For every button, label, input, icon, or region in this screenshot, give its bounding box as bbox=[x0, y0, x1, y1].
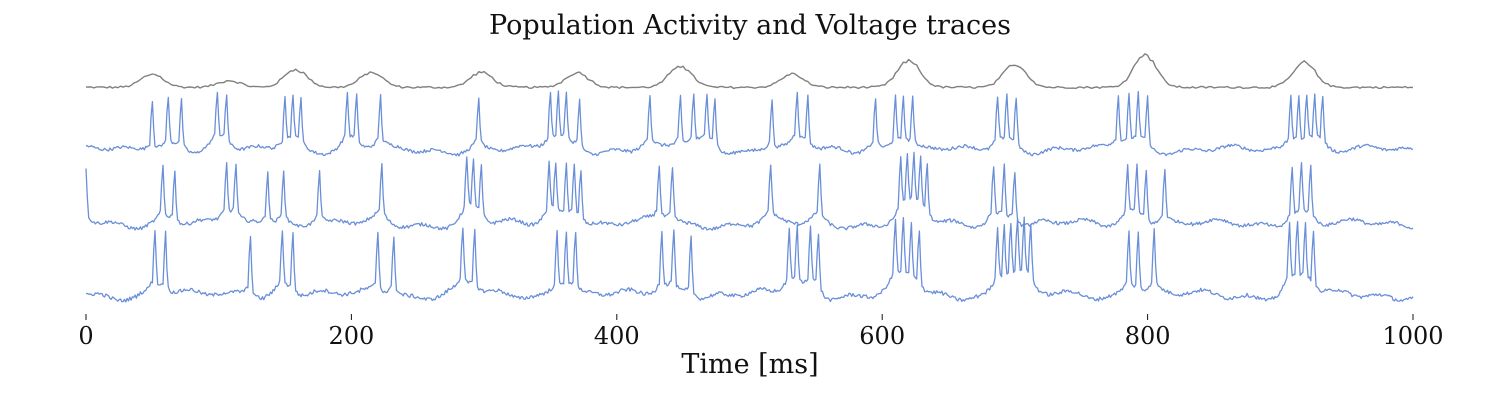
x-tick-label: 1000 bbox=[1382, 322, 1443, 350]
chart-title: Population Activity and Voltage traces bbox=[489, 10, 1011, 41]
x-axis-label: Time [ms] bbox=[681, 349, 819, 380]
voltage-trace-1-line bbox=[85, 90, 1414, 157]
x-tick-label: 600 bbox=[859, 322, 905, 350]
x-tick-label: 400 bbox=[594, 322, 640, 350]
x-tick-label: 0 bbox=[78, 322, 93, 350]
x-tick-label: 800 bbox=[1125, 322, 1171, 350]
population-activity-line bbox=[85, 53, 1414, 90]
voltage-trace-2-line bbox=[85, 151, 1414, 231]
voltage-trace-3-line bbox=[85, 216, 1414, 303]
x-tick-label: 200 bbox=[328, 322, 374, 350]
